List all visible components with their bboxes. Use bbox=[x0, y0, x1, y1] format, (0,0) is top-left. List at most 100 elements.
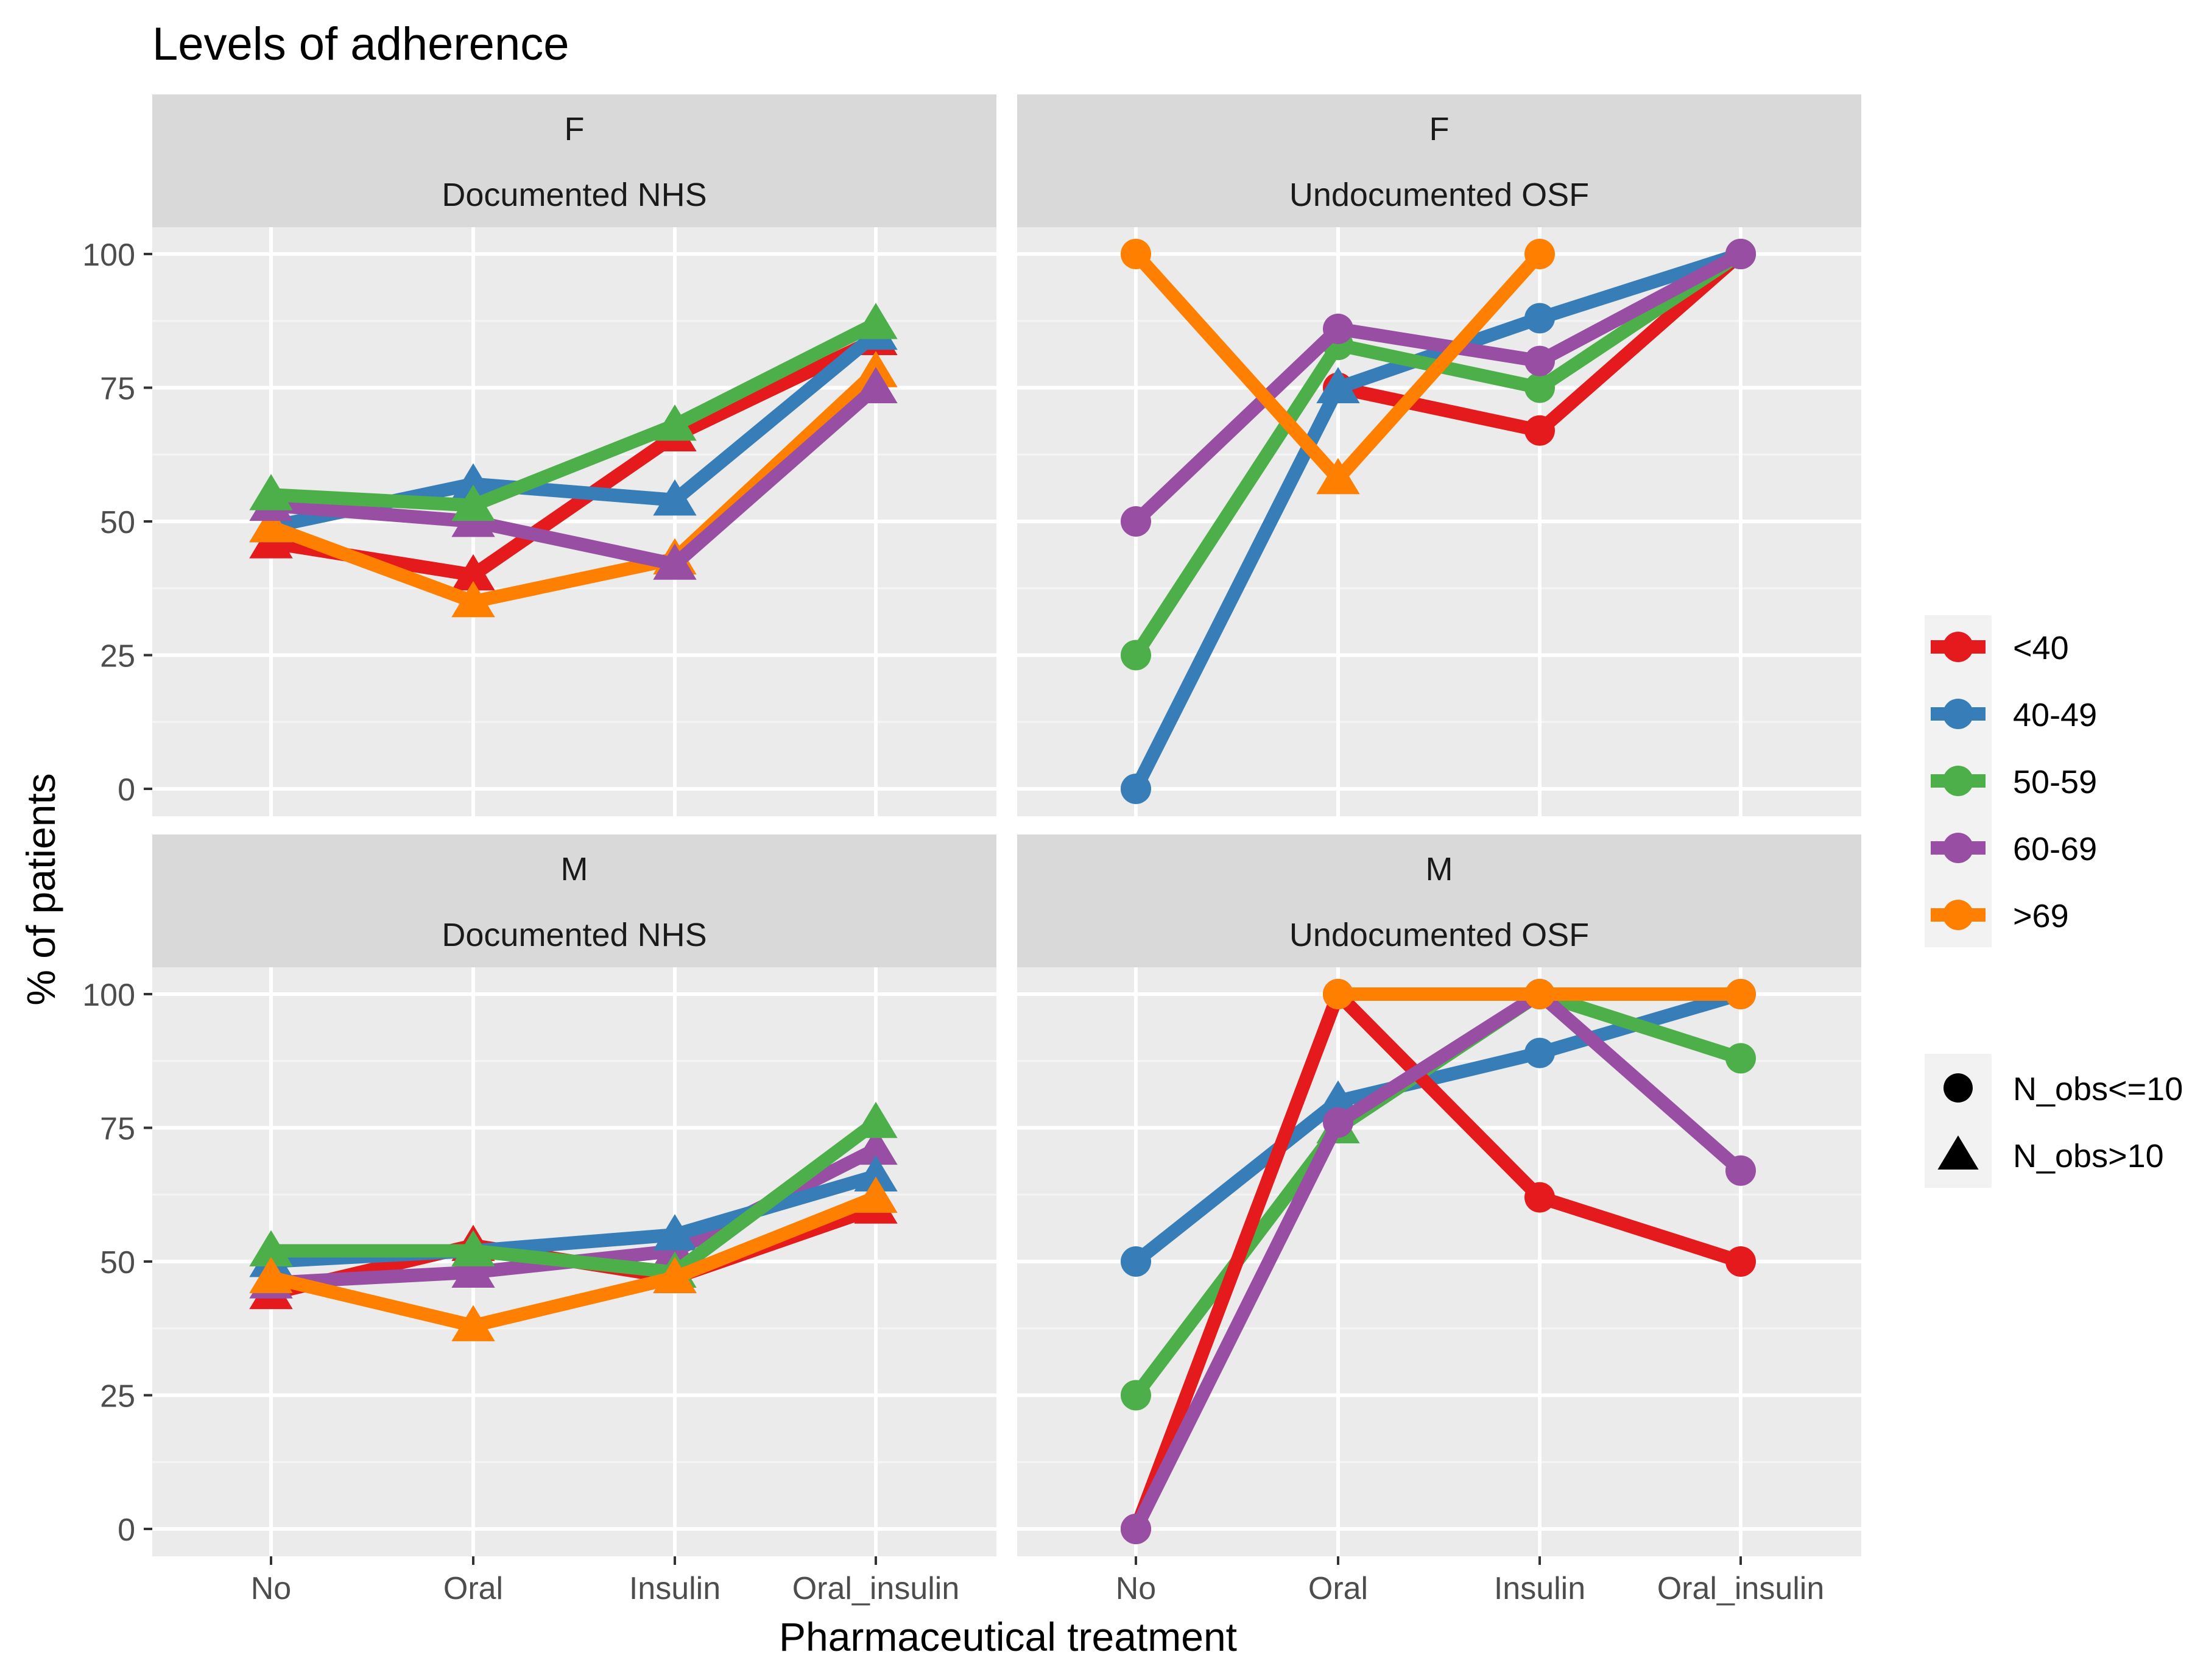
y-tick-label: 50 bbox=[100, 1245, 135, 1280]
panel-f-osf: F Undocumented OSF bbox=[1017, 94, 1861, 816]
data-point bbox=[1316, 1080, 1360, 1117]
legend-shape-circle bbox=[1943, 1073, 1973, 1103]
strip-label-sex: M bbox=[1426, 851, 1453, 888]
series->69 bbox=[1323, 979, 1756, 1009]
legend-shape-label: N_obs<=10 bbox=[2013, 1071, 2183, 1107]
legend-swatch-point bbox=[1943, 699, 1973, 729]
legend-item: <40 bbox=[1931, 630, 2069, 666]
x-axis-label: Pharmaceutical treatment bbox=[779, 1614, 1237, 1659]
series-line bbox=[1131, 248, 1744, 526]
facet-strip bbox=[1017, 835, 1861, 967]
data-point bbox=[1725, 1246, 1756, 1277]
x-tick-label: Oral bbox=[443, 1571, 503, 1606]
data-point bbox=[451, 581, 495, 618]
legend-label: 50-59 bbox=[2013, 764, 2097, 800]
x-tick-label: Oral bbox=[1308, 1571, 1368, 1606]
y-tick-label: 75 bbox=[100, 372, 135, 407]
strip-label-sex: F bbox=[565, 111, 585, 147]
data-point bbox=[653, 404, 697, 441]
data-point bbox=[653, 1214, 697, 1251]
facet-strip bbox=[1017, 94, 1861, 227]
y-tick-label: 0 bbox=[118, 1512, 135, 1548]
data-point bbox=[1725, 1155, 1756, 1186]
series-60-69 bbox=[1121, 239, 1756, 537]
legend-swatch-point bbox=[1943, 900, 1973, 930]
data-point bbox=[1121, 506, 1151, 537]
facet-strip bbox=[152, 835, 996, 967]
legend-shape-item: N_obs<=10 bbox=[1943, 1071, 2183, 1107]
data-point bbox=[249, 474, 293, 510]
y-tick-label: 50 bbox=[100, 505, 135, 540]
data-point bbox=[854, 1176, 898, 1213]
x-tick-label: Oral_insulin bbox=[792, 1571, 960, 1606]
panel-m-osf: M Undocumented OSF No Oral Insulin Oral_insul… bbox=[1017, 835, 1861, 1606]
data-point bbox=[1524, 1037, 1555, 1068]
data-point bbox=[1725, 979, 1756, 1009]
data-point bbox=[1524, 372, 1555, 403]
data-point bbox=[1121, 774, 1151, 804]
strip-label-group: Undocumented OSF bbox=[1289, 177, 1589, 213]
legend-item: 50-59 bbox=[1931, 764, 2097, 800]
data-point bbox=[653, 1257, 697, 1293]
data-point bbox=[1316, 367, 1360, 403]
facet-strip bbox=[152, 94, 996, 227]
data-point bbox=[1524, 1182, 1555, 1213]
data-point bbox=[1725, 1043, 1756, 1074]
series-60-69 bbox=[1121, 979, 1756, 1544]
series-line bbox=[269, 1191, 879, 1333]
data-point bbox=[451, 484, 495, 521]
legend-item: 40-49 bbox=[1931, 697, 2097, 733]
data-point bbox=[1524, 345, 1555, 376]
strip-label-group: Documented NHS bbox=[442, 177, 707, 213]
legend-label: <40 bbox=[2013, 630, 2069, 666]
y-tick-label: 25 bbox=[100, 639, 135, 674]
data-point bbox=[1524, 979, 1555, 1009]
panel-m-nhs: M Documented NHS 0 25 50 75 100 No Oral Insulin Or… bbox=[82, 835, 996, 1606]
series-line bbox=[269, 367, 881, 609]
data-point bbox=[451, 554, 495, 591]
series->69 bbox=[1121, 239, 1555, 495]
x-tick-label: Insulin bbox=[629, 1571, 721, 1606]
data-point bbox=[1121, 640, 1151, 671]
y-tick-label: 0 bbox=[118, 772, 135, 808]
series->69 bbox=[249, 1176, 898, 1341]
y-tick-label: 100 bbox=[82, 238, 135, 273]
data-point bbox=[854, 367, 898, 403]
data-point bbox=[1524, 303, 1555, 334]
data-point bbox=[249, 506, 293, 543]
legend-label: 60-69 bbox=[2013, 831, 2097, 867]
legend-swatch-point bbox=[1943, 833, 1973, 863]
data-point bbox=[653, 479, 697, 516]
legend-swatch-point bbox=[1943, 632, 1973, 662]
x-tick-label: No bbox=[251, 1571, 291, 1606]
panel-f-nhs: F Documented NHS 0 25 50 75 100 bbox=[82, 94, 996, 816]
x-tick-label: No bbox=[1116, 1571, 1156, 1606]
y-tick-label: 25 bbox=[100, 1379, 135, 1414]
data-point bbox=[1121, 239, 1151, 269]
data-point bbox=[653, 543, 697, 580]
series-60-69 bbox=[249, 367, 898, 580]
data-point bbox=[1316, 457, 1360, 495]
data-point bbox=[249, 1257, 293, 1293]
x-tick-label: Insulin bbox=[1494, 1571, 1585, 1606]
data-point bbox=[451, 1251, 495, 1288]
data-point bbox=[249, 1230, 293, 1266]
legend-label: 40-49 bbox=[2013, 697, 2097, 733]
data-point bbox=[1323, 979, 1353, 1009]
data-point bbox=[1121, 1380, 1151, 1411]
data-point bbox=[1725, 239, 1756, 269]
legend-swatch-point bbox=[1943, 766, 1973, 796]
data-point bbox=[854, 1155, 898, 1192]
strip-label-group: Undocumented OSF bbox=[1289, 917, 1589, 953]
data-point bbox=[1121, 1246, 1151, 1277]
data-point bbox=[451, 463, 495, 500]
data-point bbox=[854, 303, 898, 339]
data-point bbox=[854, 1101, 898, 1138]
legend: <40 40-49 50-59 60-69 >69 N_obs<=10 N_obs>10 bbox=[1925, 615, 2183, 1188]
series-50-59 bbox=[249, 303, 898, 521]
series-line bbox=[271, 1117, 880, 1279]
data-point bbox=[1121, 1514, 1151, 1544]
legend-shape-label: N_obs>10 bbox=[2013, 1138, 2164, 1174]
facet-panels: F Documented NHS 0 25 50 75 100 F Undocumented O… bbox=[82, 94, 1861, 1606]
data-point bbox=[1323, 1107, 1353, 1138]
